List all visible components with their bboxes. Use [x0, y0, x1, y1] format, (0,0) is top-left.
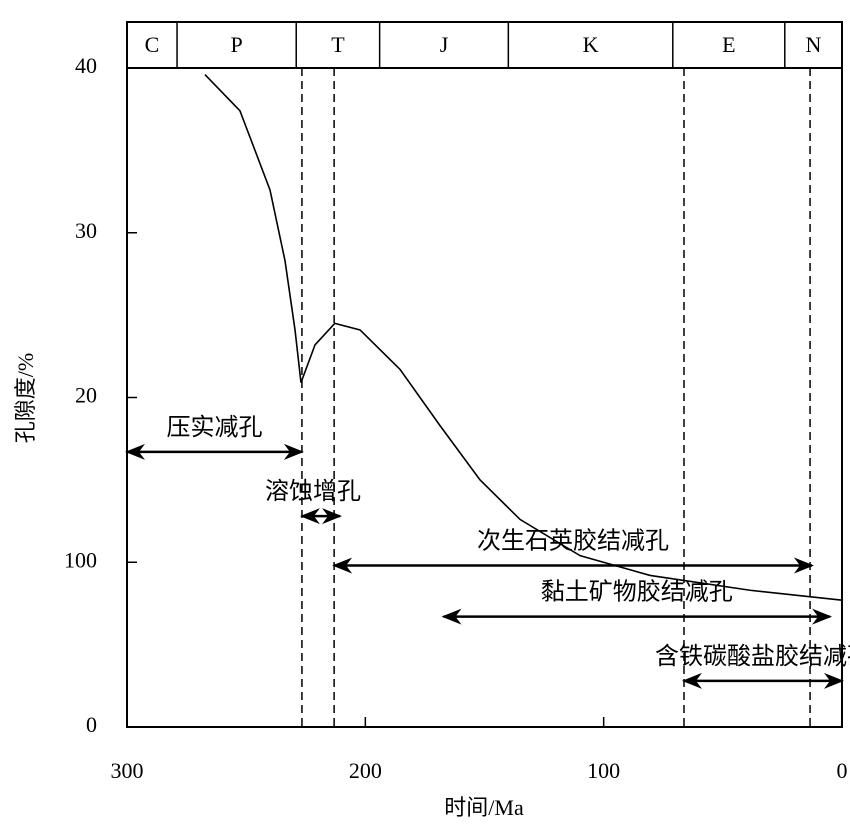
x-axis-label: 时间/Ma: [444, 795, 524, 820]
x-tick-label: 200: [349, 758, 382, 783]
x-tick-label: 300: [111, 758, 144, 783]
y-tick-label: 40: [75, 53, 97, 78]
y-tick-label: 0: [86, 712, 97, 737]
period-label: C: [145, 32, 160, 57]
annotation-label: 次生石英胶结减孔: [477, 527, 669, 555]
y-tick-label: 30: [75, 218, 97, 243]
period-label: J: [440, 32, 449, 57]
period-label: T: [331, 32, 345, 57]
x-tick-label: 0: [837, 758, 848, 783]
period-label: P: [231, 32, 243, 57]
annotation-label: 黏土矿物胶结减孔: [541, 578, 733, 606]
y-tick-label: 20: [75, 383, 97, 408]
annotation-label: 含铁碳酸盐胶结减孔: [655, 642, 850, 670]
period-label: E: [722, 32, 735, 57]
y-tick-label: 100: [64, 547, 97, 572]
y-axis-label: 孔隙度/%: [13, 353, 38, 443]
annotation-label: 压实减孔: [166, 413, 262, 441]
period-label: N: [805, 32, 821, 57]
x-tick-label: 100: [587, 758, 620, 783]
plot-frame: [126, 21, 843, 728]
porosity-line: [204, 74, 843, 601]
period-label: K: [583, 32, 599, 57]
annotation-label: 溶蚀增孔: [265, 477, 361, 505]
